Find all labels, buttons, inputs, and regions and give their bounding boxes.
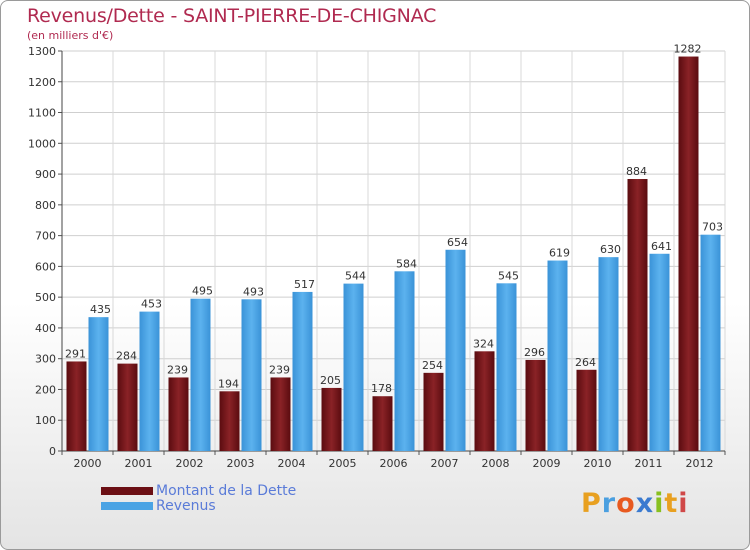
bar-debt [576, 369, 597, 451]
y-tick-label: 400 [35, 322, 56, 335]
data-label-debt: 239 [167, 363, 188, 376]
bar-debt [372, 396, 393, 451]
data-label-revenus: 703 [702, 221, 723, 234]
data-label-revenus: 495 [192, 285, 213, 298]
bar-debt [423, 372, 444, 451]
bar-revenus [139, 311, 160, 451]
bar-debt [66, 361, 87, 451]
bar-revenus [292, 291, 313, 451]
y-tick-label: 1200 [28, 76, 56, 89]
y-tick-label: 700 [35, 230, 56, 243]
bar-revenus [241, 299, 262, 451]
bar-debt [321, 387, 342, 451]
data-label-debt: 194 [218, 377, 239, 390]
data-label-revenus: 619 [549, 247, 570, 260]
x-tick-label: 2001 [125, 457, 153, 470]
x-tick-label: 2004 [278, 457, 306, 470]
y-tick-label: 1000 [28, 137, 56, 150]
logo-letter: i [678, 488, 689, 519]
y-tick-label: 600 [35, 260, 56, 273]
x-tick-label: 2003 [227, 457, 255, 470]
bar-debt [270, 377, 291, 451]
y-tick-label: 300 [35, 353, 56, 366]
logo-letter: r [601, 488, 617, 519]
y-tick-label: 1300 [28, 45, 56, 58]
bar-debt [525, 359, 546, 451]
bar-revenus [343, 283, 364, 451]
data-label-debt: 296 [524, 346, 545, 359]
bars [66, 56, 721, 452]
bar-debt [219, 391, 240, 451]
y-tick-label: 500 [35, 291, 56, 304]
y-tick-label: 100 [35, 414, 56, 427]
bar-revenus [496, 283, 517, 451]
y-tick-label: 800 [35, 199, 56, 212]
bar-debt [474, 351, 495, 451]
logo-letter: x [635, 488, 655, 519]
x-tick-label: 2012 [686, 457, 714, 470]
bar-revenus [445, 249, 466, 451]
x-tick-label: 2008 [482, 457, 510, 470]
bar-debt [627, 179, 648, 451]
bar-revenus [190, 298, 211, 451]
legend-swatch-revenus [101, 502, 153, 510]
data-label-revenus: 544 [345, 270, 366, 283]
logo-letter: t [664, 488, 679, 519]
y-tick-label: 1100 [28, 107, 56, 120]
x-tick-label: 2006 [380, 457, 408, 470]
x-tick-label: 2009 [533, 457, 561, 470]
legend-label-debt: Montant de la Dette [156, 483, 297, 499]
proxiti-logo: Proxiti [581, 488, 689, 519]
x-tick-label: 2010 [584, 457, 612, 470]
data-label-revenus: 545 [498, 269, 519, 282]
y-tick-label: 0 [49, 445, 56, 458]
data-label-revenus: 453 [141, 298, 162, 311]
labels: 0 100 200 300 400 500 600 700 800 900 1000 1100 1200… [28, 43, 723, 470]
x-tick-label: 2002 [176, 457, 204, 470]
bar-revenus [394, 271, 415, 451]
data-label-debt: 884 [626, 165, 647, 178]
chart-subtitle: (en milliers d'€) [27, 29, 114, 42]
legend-label-revenus: Revenus [156, 498, 216, 514]
data-label-debt: 239 [269, 363, 290, 376]
data-label-debt: 178 [371, 382, 392, 395]
data-label-debt: 324 [473, 337, 494, 350]
logo-letter: P [581, 488, 602, 519]
bar-revenus [88, 317, 109, 451]
bar-debt [678, 56, 699, 452]
data-label-debt: 264 [575, 356, 596, 369]
bar-revenus [649, 253, 670, 451]
x-tick-label: 2011 [635, 457, 663, 470]
data-label-revenus: 435 [90, 303, 111, 316]
legend-swatch-debt [101, 487, 153, 495]
data-label-debt: 254 [422, 359, 443, 372]
data-label-debt: 291 [65, 347, 86, 360]
y-tick-label: 900 [35, 168, 56, 181]
bar-debt [117, 363, 138, 451]
bar-revenus [700, 234, 721, 451]
bar-revenus [547, 260, 568, 451]
y-tick-label: 200 [35, 383, 56, 396]
data-label-revenus: 654 [447, 236, 468, 249]
logo-letter: i [654, 488, 665, 519]
data-label-revenus: 584 [396, 257, 417, 270]
data-label-revenus: 641 [651, 240, 672, 253]
chart-title: Revenus/Dette - SAINT-PIERRE-DE-CHIGNAC [27, 5, 437, 27]
grid-lines [61, 50, 726, 451]
bar-debt [168, 377, 189, 451]
x-tick-label: 2007 [431, 457, 459, 470]
data-label-debt: 284 [116, 350, 137, 363]
x-tick-label: 2005 [329, 457, 357, 470]
data-label-debt: 1282 [674, 43, 702, 56]
x-tick-label: 2000 [74, 457, 102, 470]
bar-revenus [598, 257, 619, 451]
data-label-revenus: 630 [600, 243, 621, 256]
data-label-debt: 205 [320, 374, 341, 387]
data-label-revenus: 517 [294, 278, 315, 291]
data-label-revenus: 493 [243, 285, 264, 298]
logo-letter: o [616, 488, 636, 519]
